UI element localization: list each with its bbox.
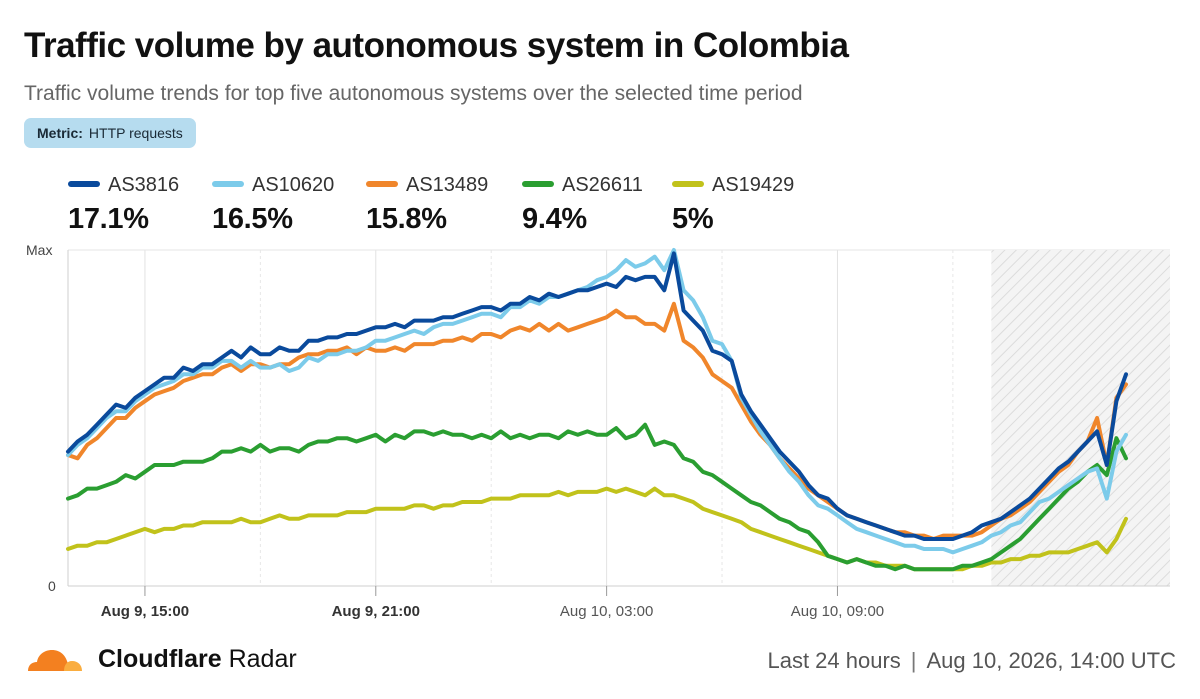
incomplete-data-hatch: [991, 250, 1170, 586]
legend-share: 5%: [672, 203, 714, 235]
line-chart[interactable]: Max 0 Aug 9, 15:00 Aug 9, 21:00 Aug 10, 03:0…: [0, 236, 1200, 626]
metric-badge-key: Metric:: [37, 125, 83, 141]
cloudflare-cloud-icon: [28, 650, 82, 671]
chart-axis-labels: Max 0 Aug 9, 15:00 Aug 9, 21:00 Aug 10, 03:0…: [26, 242, 884, 620]
series-line-as3816[interactable]: [66, 251, 1128, 541]
chart-axes: [67, 250, 1170, 596]
legend-swatch: [212, 180, 244, 187]
chart-grid: [68, 249, 1170, 586]
metric-badge-value: HTTP requests: [88, 125, 183, 141]
y-tick-label-zero: 0: [48, 578, 56, 594]
series-line-as26611[interactable]: [66, 422, 1128, 572]
series-line-as10620[interactable]: [66, 248, 1128, 555]
legend-label: AS26611: [562, 174, 643, 196]
x-tick-label: Aug 9, 15:00: [101, 603, 189, 620]
footer-separator: |: [910, 648, 917, 673]
legend-label: AS10620: [252, 174, 335, 196]
x-tick-label: Aug 9, 21:00: [332, 603, 420, 620]
legend-label: AS3816: [108, 174, 180, 196]
cloudflare-radar-logo[interactable]: Cloudflare Radar: [24, 644, 297, 674]
legend-item-as3816[interactable]: AS3816 17.1%: [68, 174, 179, 236]
legend-swatch: [522, 180, 554, 187]
x-tick-label: Aug 10, 09:00: [791, 603, 884, 620]
page-title: Traffic volume by autonomous system in C…: [24, 26, 849, 65]
series-line-as19429[interactable]: [66, 486, 1128, 572]
legend-label: AS19429: [712, 174, 795, 196]
footer-timestamp: Aug 10, 2026, 14:00 UTC: [926, 648, 1177, 673]
page-subtitle: Traffic volume trends for top five auton…: [24, 82, 803, 105]
series-line-as13489[interactable]: [66, 301, 1128, 541]
chart-series: [66, 248, 1128, 572]
legend-item-as13489[interactable]: AS13489 15.8%: [366, 174, 488, 236]
legend-share: 16.5%: [212, 203, 293, 235]
brand-name: Cloudflare Radar: [98, 645, 297, 674]
footer-range: Last 24 hours: [767, 648, 901, 673]
legend-item-as19429[interactable]: AS19429 5%: [672, 174, 794, 236]
legend-item-as26611[interactable]: AS26611 9.4%: [522, 174, 643, 236]
legend-swatch: [366, 180, 398, 187]
legend-share: 17.1%: [68, 203, 149, 235]
legend-share: 15.8%: [366, 203, 447, 235]
brand-name-cloudflare: Cloudflare: [98, 644, 222, 673]
x-tick-label: Aug 10, 03:00: [560, 603, 653, 620]
legend-swatch: [68, 180, 100, 187]
brand-name-radar: Radar: [228, 644, 297, 673]
legend-label: AS13489: [406, 174, 489, 196]
y-tick-label-max: Max: [26, 242, 52, 258]
metric-badge[interactable]: Metric: HTTP requests: [24, 118, 196, 148]
footer-time-range: Last 24 hours | Aug 10, 2026, 14:00 UTC: [767, 648, 1176, 674]
legend-swatch: [672, 180, 704, 187]
legend-share: 9.4%: [522, 203, 587, 235]
legend-item-as10620[interactable]: AS10620 16.5%: [212, 174, 334, 236]
incomplete-data-region: [991, 250, 1170, 586]
